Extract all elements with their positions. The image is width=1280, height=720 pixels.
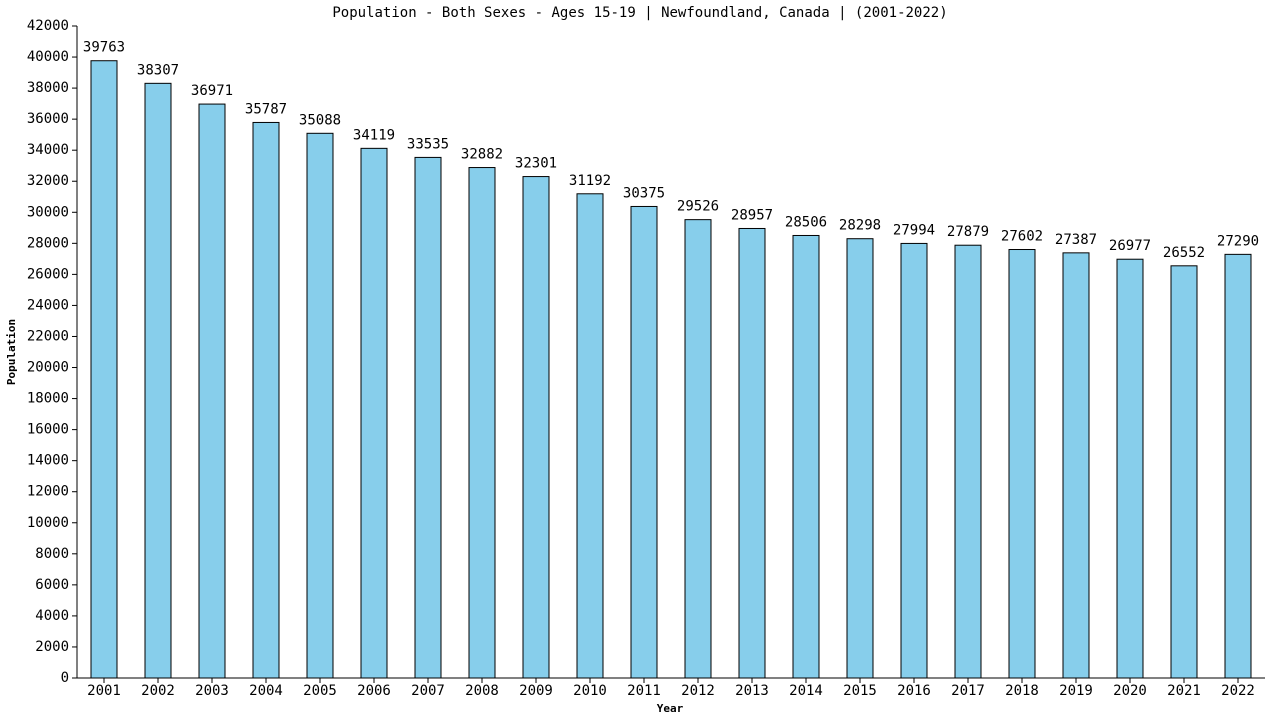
x-tick-label: 2007	[411, 683, 445, 699]
y-tick-label: 38000	[27, 80, 69, 96]
bar	[414, 156, 442, 679]
data-label: 31192	[569, 173, 611, 189]
data-label: 26552	[1163, 245, 1205, 261]
y-tick-label: 18000	[27, 391, 69, 407]
x-tick-label: 2011	[627, 683, 661, 699]
x-tick-label: 2001	[87, 683, 121, 699]
x-tick-label: 2009	[519, 683, 553, 699]
y-tick-label: 24000	[27, 297, 69, 313]
x-tick-label: 2006	[357, 683, 391, 699]
bar	[1062, 252, 1090, 679]
data-label: 27879	[947, 224, 989, 240]
bar	[522, 176, 550, 679]
bar	[90, 60, 118, 679]
y-tick-label: 4000	[35, 608, 69, 624]
y-tick-label: 36000	[27, 111, 69, 127]
x-tick-label: 2003	[195, 683, 229, 699]
y-tick-label: 22000	[27, 328, 69, 344]
y-tick-label: 16000	[27, 422, 69, 438]
bar	[306, 132, 334, 679]
x-tick-label: 2017	[951, 683, 985, 699]
bar	[198, 103, 226, 679]
y-tick-label: 2000	[35, 639, 69, 655]
x-tick-label: 2004	[249, 683, 283, 699]
data-label: 33535	[407, 136, 449, 152]
y-tick-label: 6000	[35, 577, 69, 593]
data-label: 35088	[299, 112, 341, 128]
bar	[792, 234, 820, 679]
y-tick-label: 20000	[27, 360, 69, 376]
x-tick-label: 2012	[681, 683, 715, 699]
y-tick-label: 12000	[27, 484, 69, 500]
bar	[144, 82, 172, 679]
bar	[900, 242, 928, 679]
x-tick-label: 2015	[843, 683, 877, 699]
y-axis-label: Population	[5, 319, 18, 385]
x-tick-label: 2014	[789, 683, 823, 699]
bar	[630, 205, 658, 679]
bar	[1008, 249, 1036, 679]
data-label: 27290	[1217, 233, 1259, 249]
data-label: 29526	[677, 199, 719, 215]
bar	[576, 193, 604, 679]
y-tick-label: 28000	[27, 235, 69, 251]
chart-title: Population - Both Sexes - Ages 15-19 | N…	[332, 5, 947, 21]
x-tick-label: 2019	[1059, 683, 1093, 699]
bar	[684, 219, 712, 679]
y-tick-label: 34000	[27, 142, 69, 158]
x-tick-label: 2022	[1221, 683, 1255, 699]
data-label: 27387	[1055, 232, 1097, 248]
data-label: 26977	[1109, 238, 1151, 254]
bar	[360, 147, 388, 679]
y-tick-label: 40000	[27, 49, 69, 65]
x-tick-label: 2002	[141, 683, 175, 699]
data-label: 38307	[137, 62, 179, 78]
y-tick-label: 0	[61, 670, 69, 686]
data-label: 32301	[515, 156, 557, 172]
y-tick-label: 10000	[27, 515, 69, 531]
data-label: 27602	[1001, 229, 1043, 245]
data-label: 36971	[191, 83, 233, 99]
x-tick-label: 2021	[1167, 683, 1201, 699]
x-tick-label: 2008	[465, 683, 499, 699]
bar	[954, 244, 982, 679]
x-tick-label: 2020	[1113, 683, 1147, 699]
bar	[1170, 265, 1198, 679]
data-label: 32882	[461, 147, 503, 163]
data-label: 34119	[353, 127, 395, 143]
data-label: 28957	[731, 207, 773, 223]
bar	[468, 167, 496, 679]
data-label: 27994	[893, 222, 935, 238]
y-tick-label: 26000	[27, 266, 69, 282]
x-tick-label: 2005	[303, 683, 337, 699]
y-tick-label: 30000	[27, 204, 69, 220]
y-tick-label: 14000	[27, 453, 69, 469]
x-tick-label: 2013	[735, 683, 769, 699]
bar	[252, 121, 280, 679]
data-label: 35787	[245, 101, 287, 117]
y-tick-label: 32000	[27, 173, 69, 189]
bar	[1116, 258, 1144, 679]
x-tick-label: 2016	[897, 683, 931, 699]
bar	[738, 227, 766, 679]
y-tick-label: 42000	[27, 18, 69, 34]
x-tick-label: 2010	[573, 683, 607, 699]
x-tick-label: 2018	[1005, 683, 1039, 699]
bar	[1224, 253, 1252, 679]
x-axis-label: Year	[657, 702, 684, 715]
data-label: 28298	[839, 218, 881, 234]
y-tick-label: 8000	[35, 546, 69, 562]
data-label: 39763	[83, 40, 125, 56]
bar	[846, 238, 874, 679]
data-label: 28506	[785, 214, 827, 230]
data-label: 30375	[623, 185, 665, 201]
